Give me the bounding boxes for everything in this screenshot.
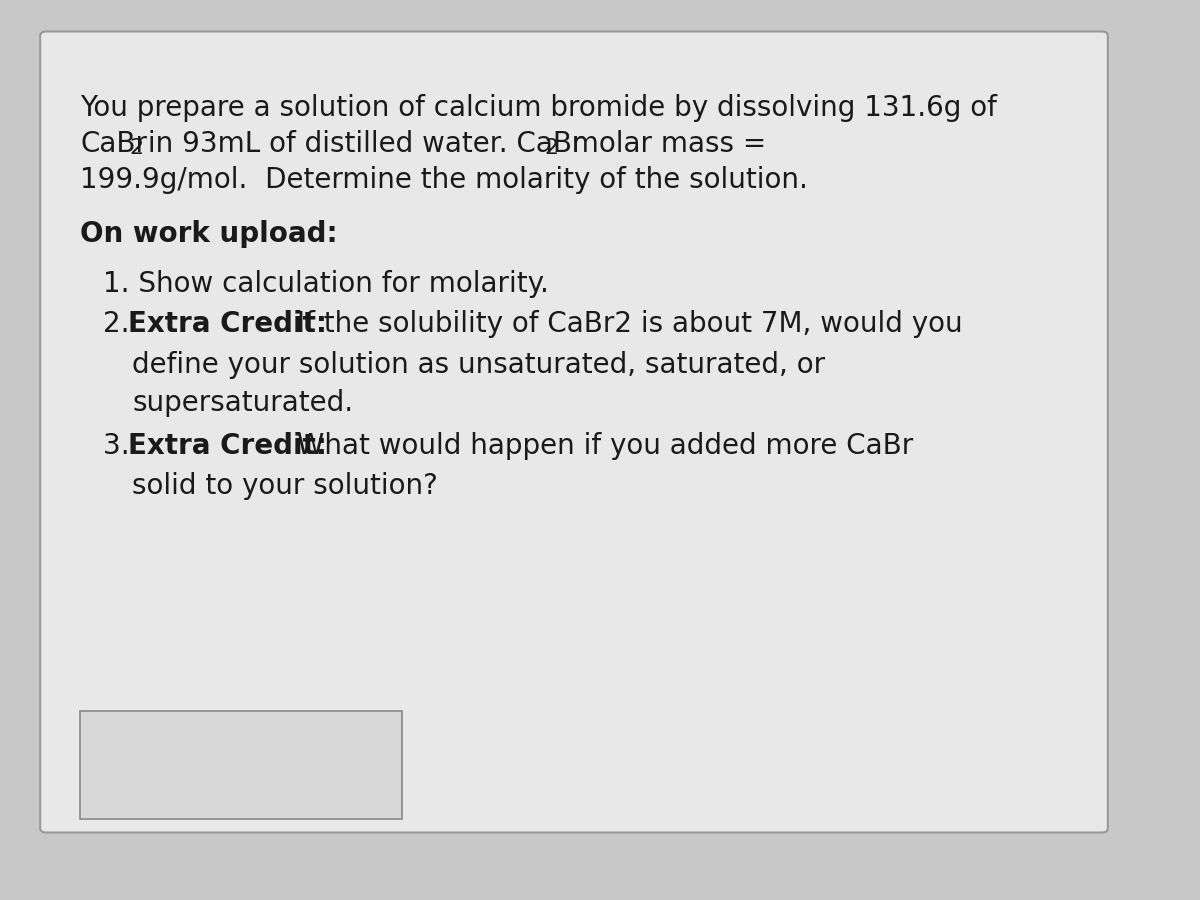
Text: You prepare a solution of calcium bromide by dissolving 131.6g of: You prepare a solution of calcium bromid… — [80, 94, 997, 122]
Text: molar mass =: molar mass = — [554, 130, 767, 158]
Text: 199.9g/mol.  Determine the molarity of the solution.: 199.9g/mol. Determine the molarity of th… — [80, 166, 809, 194]
Text: 2.: 2. — [103, 310, 139, 338]
FancyBboxPatch shape — [40, 32, 1108, 832]
Text: supersaturated.: supersaturated. — [132, 389, 353, 417]
Bar — [80, 711, 402, 819]
Text: solid to your solution?: solid to your solution? — [132, 472, 438, 500]
Text: 2: 2 — [545, 138, 559, 157]
Text: 2: 2 — [130, 138, 144, 157]
Text: define your solution as unsaturated, saturated, or: define your solution as unsaturated, sat… — [132, 351, 826, 379]
Text: Extra Credit:: Extra Credit: — [128, 310, 326, 338]
Text: CaBr: CaBr — [80, 130, 148, 158]
Text: Extra Credit:: Extra Credit: — [128, 432, 326, 460]
Text: 1. Show calculation for molarity.: 1. Show calculation for molarity. — [103, 270, 550, 298]
Text: On work upload:: On work upload: — [80, 220, 338, 248]
Text: 3.: 3. — [103, 432, 139, 460]
Text: If the solubility of CaBr2 is about 7M, would you: If the solubility of CaBr2 is about 7M, … — [288, 310, 962, 338]
Text: What would happen if you added more CaBr: What would happen if you added more CaBr — [288, 432, 913, 460]
Text: in 93mL of distilled water. CaBr: in 93mL of distilled water. CaBr — [139, 130, 583, 158]
